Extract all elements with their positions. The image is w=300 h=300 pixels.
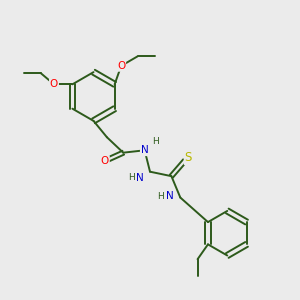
Text: N: N: [166, 191, 174, 201]
Text: N: N: [141, 145, 148, 155]
Text: H: H: [152, 137, 158, 146]
Text: S: S: [185, 151, 192, 164]
Text: H: H: [158, 192, 164, 201]
Text: O: O: [101, 156, 109, 166]
Text: N: N: [136, 173, 143, 183]
Text: O: O: [50, 79, 58, 89]
Text: H: H: [128, 172, 135, 182]
Text: O: O: [117, 61, 125, 71]
